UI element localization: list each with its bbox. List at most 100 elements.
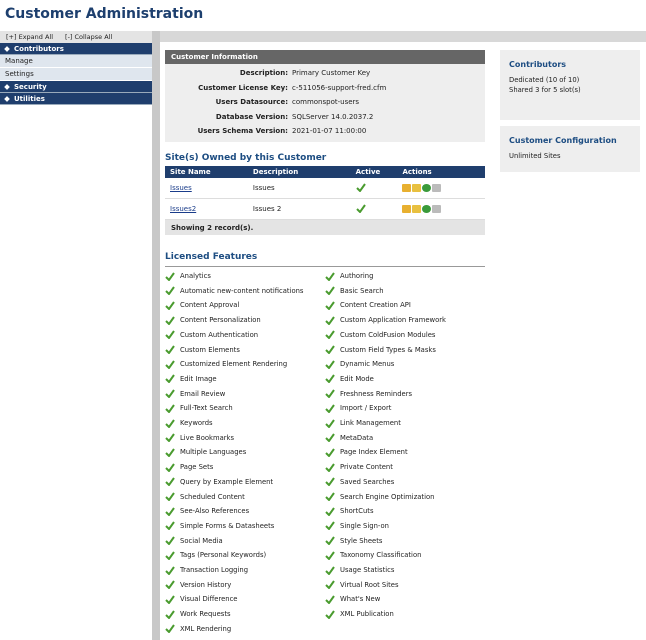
feature: Single Sign-on: [325, 520, 389, 532]
check-icon: [325, 330, 335, 340]
action-icon[interactable]: [422, 205, 432, 213]
check-icon: [165, 448, 175, 457]
action-icon[interactable]: [402, 205, 412, 213]
feature: MetaData: [325, 432, 373, 444]
feature-name: Query by Example Element: [180, 477, 274, 486]
nav-link[interactable]: Settings: [0, 68, 152, 81]
check-icon: [325, 360, 335, 369]
panel-title: Customer Configuration: [509, 136, 617, 145]
check-icon: [165, 624, 175, 634]
feature-name: Social Media: [180, 536, 223, 545]
sidebar: [+] Expand All [-] Collapse All Contribu…: [0, 31, 152, 640]
site-row: Issues Issues: [165, 178, 485, 199]
check-icon: [325, 374, 335, 384]
info-label: Description:: [239, 69, 288, 77]
contributors-panel: Contributors Dedicated (10 of 10) Shared…: [500, 50, 640, 120]
separator: [152, 31, 160, 640]
feature-name: Style Sheets: [340, 536, 383, 545]
feature-name: Page Index Element: [340, 448, 408, 457]
feature: Authoring: [325, 270, 373, 282]
feature-name: MetaData: [340, 433, 374, 442]
check-icon: [325, 404, 335, 413]
feature: Page Sets: [165, 461, 213, 473]
check-icon: [325, 595, 335, 604]
feature-name: Search Engine Optimization: [340, 492, 435, 501]
action-icon[interactable]: [412, 205, 422, 213]
cell: Issues: [247, 178, 351, 199]
feature-name: Edit Mode: [340, 374, 374, 383]
action-icon[interactable]: [412, 184, 422, 192]
feature-name: Tags (Personal Keywords): [180, 551, 267, 560]
check-icon: [325, 345, 335, 354]
site-link[interactable]: Issues: [170, 184, 192, 192]
feature-name: Basic Search: [340, 286, 384, 295]
nav-link[interactable]: Manage: [0, 55, 152, 68]
check-icon: [165, 551, 175, 560]
check-icon: [325, 507, 335, 516]
feature-name: Multiple Languages: [180, 448, 247, 457]
info-value: commonspot-users: [292, 98, 360, 107]
check-icon: [325, 316, 335, 325]
check-icon: [165, 286, 175, 296]
check-icon: [165, 477, 175, 487]
column-header[interactable]: Site Name: [165, 166, 248, 178]
check-icon: [325, 477, 335, 487]
feature: Scheduled Content: [165, 491, 245, 503]
collapse-all[interactable]: [-] Collapse All: [65, 33, 113, 41]
nav-section[interactable]: Security: [0, 81, 152, 93]
cell: [397, 198, 485, 220]
feature-name: Content Creation API: [340, 301, 411, 310]
feature: Dynamic Menus: [325, 358, 394, 370]
cell: [350, 178, 398, 199]
action-icon[interactable]: [402, 184, 412, 192]
action-icon[interactable]: [432, 205, 442, 213]
panel-title: Contributors: [509, 60, 567, 69]
feature: Freshness Reminders: [325, 388, 412, 400]
feature: Virtual Root Sites: [325, 579, 399, 591]
feature: Multiple Languages: [165, 446, 246, 458]
action-icon[interactable]: [432, 184, 442, 192]
feature: Usage Statistics: [325, 564, 394, 576]
info-value: SQLServer 14.0.2037.2: [292, 112, 374, 121]
section-title: Site(s) Owned by this Customer: [165, 153, 327, 163]
feature: Query by Example Element: [165, 476, 273, 488]
check-icon: [325, 463, 335, 472]
feature: See-Also References: [165, 505, 249, 517]
nav-section[interactable]: Contributors: [0, 43, 152, 55]
info-row: Users Datasource: commonspot-users: [165, 95, 485, 109]
feature: Keywords: [165, 417, 213, 429]
feature-name: Custom Field Types & Masks: [340, 345, 436, 354]
action-icon[interactable]: [422, 184, 432, 192]
nav-section[interactable]: Utilities: [0, 93, 152, 105]
feature: XML Rendering: [165, 623, 231, 635]
feature: Transaction Logging: [165, 564, 248, 576]
feature-name: See-Also References: [180, 507, 250, 516]
feature: Custom ColdFusion Modules: [325, 329, 435, 341]
sites-table: Site Name Description Active Actions Issues I…: [165, 166, 485, 235]
feature: Custom Field Types & Masks: [325, 344, 436, 356]
check-icon: [165, 374, 175, 384]
site-row: Issues2 Issues 2: [165, 198, 485, 220]
feature: Version History: [165, 579, 231, 591]
check-icon: [165, 565, 175, 575]
feature-name: Live Bookmarks: [180, 433, 235, 442]
feature: Customized Element Rendering: [165, 358, 287, 370]
check-icon: [165, 507, 175, 516]
feature-name: Content Personalization: [180, 316, 261, 325]
info-value: Primary Customer Key: [292, 69, 371, 77]
feature-name: Content Approval: [180, 301, 240, 310]
check-icon: [165, 389, 175, 399]
feature-name: Dynamic Menus: [340, 360, 395, 369]
check-icon: [325, 536, 335, 546]
check-icon: [325, 433, 335, 443]
feature-name: XML Publication: [340, 610, 394, 619]
expand-all[interactable]: [+] Expand All: [6, 33, 54, 41]
feature: Link Management: [325, 417, 401, 429]
panel-line: Dedicated (10 of 10): [509, 76, 580, 84]
panel-header: Customer Information: [165, 50, 485, 64]
cell: [397, 178, 485, 199]
site-link[interactable]: Issues2: [170, 205, 197, 213]
check-icon: [165, 536, 175, 546]
check-icon: [165, 316, 175, 325]
